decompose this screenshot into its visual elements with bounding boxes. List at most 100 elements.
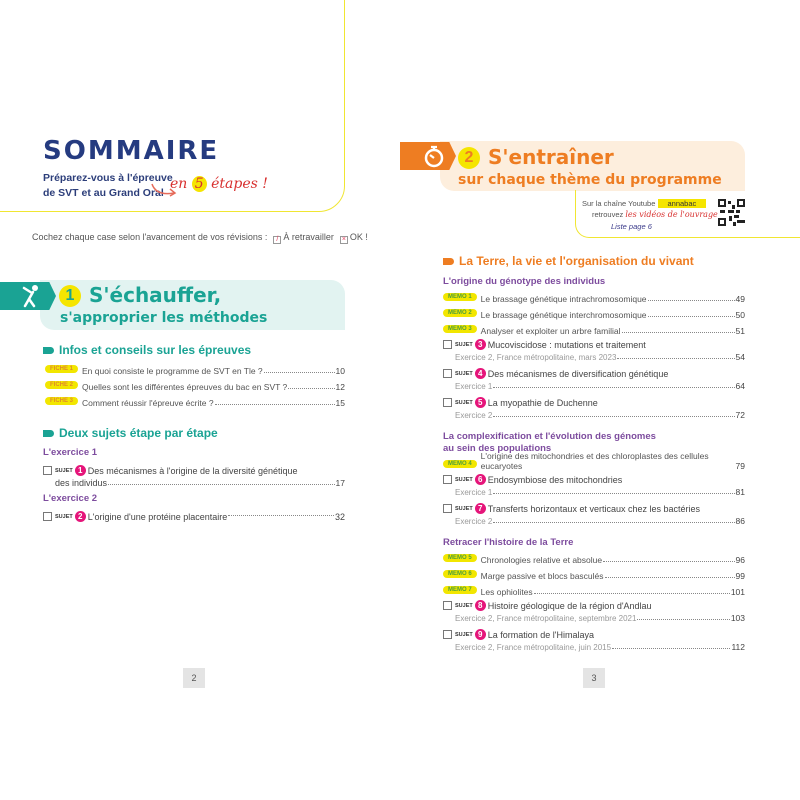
liste-link[interactable]: Liste page 6 [611, 222, 652, 231]
dot-leader [621, 332, 735, 333]
sujet-number: 6 [474, 474, 486, 485]
sujet-number: 2 [74, 511, 86, 522]
youtube-line: Sur la chaîne Youtube annabac [582, 199, 707, 208]
toc-entry[interactable]: MEMO 4 L'origine des mitochondries et des… [443, 451, 745, 471]
toc-entry[interactable]: FICHE 2 Quelles sont les différentes épre… [45, 378, 345, 392]
sujet-entry: SUJET 5 La myopathie de Duchenne Exercice 2… [443, 396, 745, 420]
sujet-title[interactable]: La formation de l'Himalaya [487, 629, 595, 640]
toc-entry[interactable]: FICHE 1 En quoi consiste le programme de … [45, 362, 345, 376]
step-1-band [0, 282, 56, 310]
sujet-title[interactable]: L'origine d'une protéine placentaire [87, 511, 228, 522]
toc-entry[interactable]: MEMO 2 Le brassage génétique interchromos… [443, 306, 745, 320]
page-ref: 101 [730, 587, 745, 597]
page-ref: 72 [735, 410, 745, 420]
sujet-entry: SUJET 8 Histoire géologique de la région d… [443, 599, 745, 623]
sujet-title[interactable]: Mucoviscidose : mutations et traitement [487, 339, 646, 350]
fiche-badge: FICHE 3 [45, 397, 79, 405]
sujet-title[interactable]: Des mécanismes de diversification généti… [487, 368, 669, 379]
sujet-source: Exercice 1 [455, 488, 493, 497]
dot-leader [493, 416, 735, 417]
sujet-source: Exercice 2, France métropolitaine, mars … [455, 353, 617, 362]
page-ref: 86 [735, 516, 745, 526]
dot-leader [214, 404, 335, 405]
progress-checkbox[interactable] [443, 398, 452, 407]
subtitle: Préparez-vous à l'épreuve de SVT et au Gr… [43, 172, 173, 199]
page-ref: 81 [735, 487, 745, 497]
sujet-number: 4 [474, 368, 486, 379]
dot-leader [617, 358, 735, 359]
dot-leader [612, 648, 731, 649]
sujet-number: 9 [474, 629, 486, 640]
memo-badge: MEMO 6 [443, 570, 477, 578]
progress-checkbox[interactable] [443, 340, 452, 349]
sujet-entry: SUJET 3 Mucoviscidose : mutations et trait… [443, 338, 745, 362]
sujet-label: SUJET [455, 505, 473, 512]
toc-entry[interactable]: MEMO 5 Chronologies relative et absolue 96 [443, 551, 745, 565]
sujet-number: 1 [74, 465, 86, 476]
progress-checkbox[interactable] [43, 466, 52, 475]
sujet-label: SUJET [455, 602, 473, 609]
sujet-title[interactable]: Histoire géologique de la région d'Andla… [487, 600, 652, 611]
stretching-person-icon [22, 285, 38, 308]
sujet-label: SUJET [55, 467, 73, 474]
channel-badge[interactable]: annabac [657, 199, 707, 208]
section-heading: Deux sujets étape par étape [43, 426, 218, 440]
page-ref: 99 [735, 571, 745, 581]
page-ref: 51 [735, 326, 745, 336]
sujet-title[interactable]: La myopathie de Duchenne [487, 397, 598, 408]
entry-title: L'origine des mitochondries et des chlor… [480, 451, 709, 471]
dot-leader [108, 484, 335, 485]
sujet-source: Exercice 2, France métropolitaine, juin … [455, 643, 612, 652]
page-ref: 79 [735, 461, 745, 471]
sujet-title[interactable]: Transferts horizontaux et verticaux chez… [487, 503, 700, 514]
sujet-title[interactable]: Endosymbiose des mitochondries [487, 474, 623, 485]
step-2-band [400, 142, 456, 170]
section-heading: Infos et conseils sur les épreuves [43, 343, 251, 357]
dot-leader [493, 387, 735, 388]
page-ref: 54 [735, 352, 745, 362]
group-title: L'exercice 1 [43, 447, 98, 458]
sujet-label: SUJET [455, 631, 473, 638]
ok-checkbox-icon: × [339, 236, 348, 244]
toc-entry[interactable]: MEMO 6 Marge passive et blocs basculés 99 [443, 567, 745, 581]
group-title: L'origine du génotype des individus [443, 276, 606, 287]
videos-link[interactable]: les vidéos de l'ouvrage [625, 210, 718, 219]
dot-leader [637, 619, 730, 620]
sujet-entry: SUJET 4 Des mécanismes de diversification … [443, 367, 745, 391]
step-2-header [440, 141, 745, 191]
page-ref: 112 [731, 642, 745, 652]
progress-checkbox[interactable] [443, 369, 452, 378]
page-ref: 103 [730, 613, 745, 623]
progress-checkbox[interactable] [443, 475, 452, 484]
progress-checkbox[interactable] [443, 601, 452, 610]
group-title: Retracer l'histoire de la Terre [443, 537, 574, 548]
group-title: La complexification et l'évolution des g… [443, 431, 656, 454]
progress-checkbox[interactable] [43, 512, 52, 521]
stopwatch-icon [424, 145, 444, 168]
memo-badge: MEMO 5 [443, 554, 477, 562]
sujet-number: 7 [474, 503, 486, 514]
toc-entry[interactable]: FICHE 3 Comment réussir l'épreuve écrite … [45, 394, 345, 408]
etapes-tagline: en 5 étapes ! [170, 176, 268, 192]
page-ref: 12 [335, 382, 345, 392]
toc-entry[interactable]: MEMO 7 Les ophiolites 101 [443, 583, 745, 597]
qr-code-icon[interactable] [718, 199, 745, 226]
sujet-number: 8 [474, 600, 486, 611]
section-heading: La Terre, la vie et l'organisation du vi… [443, 254, 694, 268]
page-ref: 32 [334, 511, 345, 522]
youtube-frame [575, 190, 800, 238]
sujet-number: 5 [474, 397, 486, 408]
entry-title: Comment réussir l'épreuve écrite ? [82, 398, 214, 408]
step-number: 1 [59, 285, 81, 307]
sujet-title[interactable]: Des mécanismes à l'origine de la diversi… [87, 465, 298, 476]
sujet-entry: SUJET 2 L'origine d'une protéine placentai… [43, 510, 345, 523]
memo-badge: MEMO 7 [443, 586, 477, 594]
contents-list: L'origine du génotype des individus MEMO … [443, 276, 745, 657]
sujet-label: SUJET [55, 513, 73, 520]
toc-entry[interactable]: MEMO 1 Le brassage génétique intrachromos… [443, 290, 745, 304]
progress-checkbox[interactable] [443, 504, 452, 513]
sujet-entry: SUJET 1 Des mécanismes à l'origine de la d… [43, 464, 345, 488]
sujet-entry: SUJET 6 Endosymbiose des mitochondries Exer… [443, 473, 745, 497]
progress-checkbox[interactable] [443, 630, 452, 639]
toc-entry[interactable]: MEMO 3 Analyser et exploiter un arbre fam… [443, 322, 745, 336]
